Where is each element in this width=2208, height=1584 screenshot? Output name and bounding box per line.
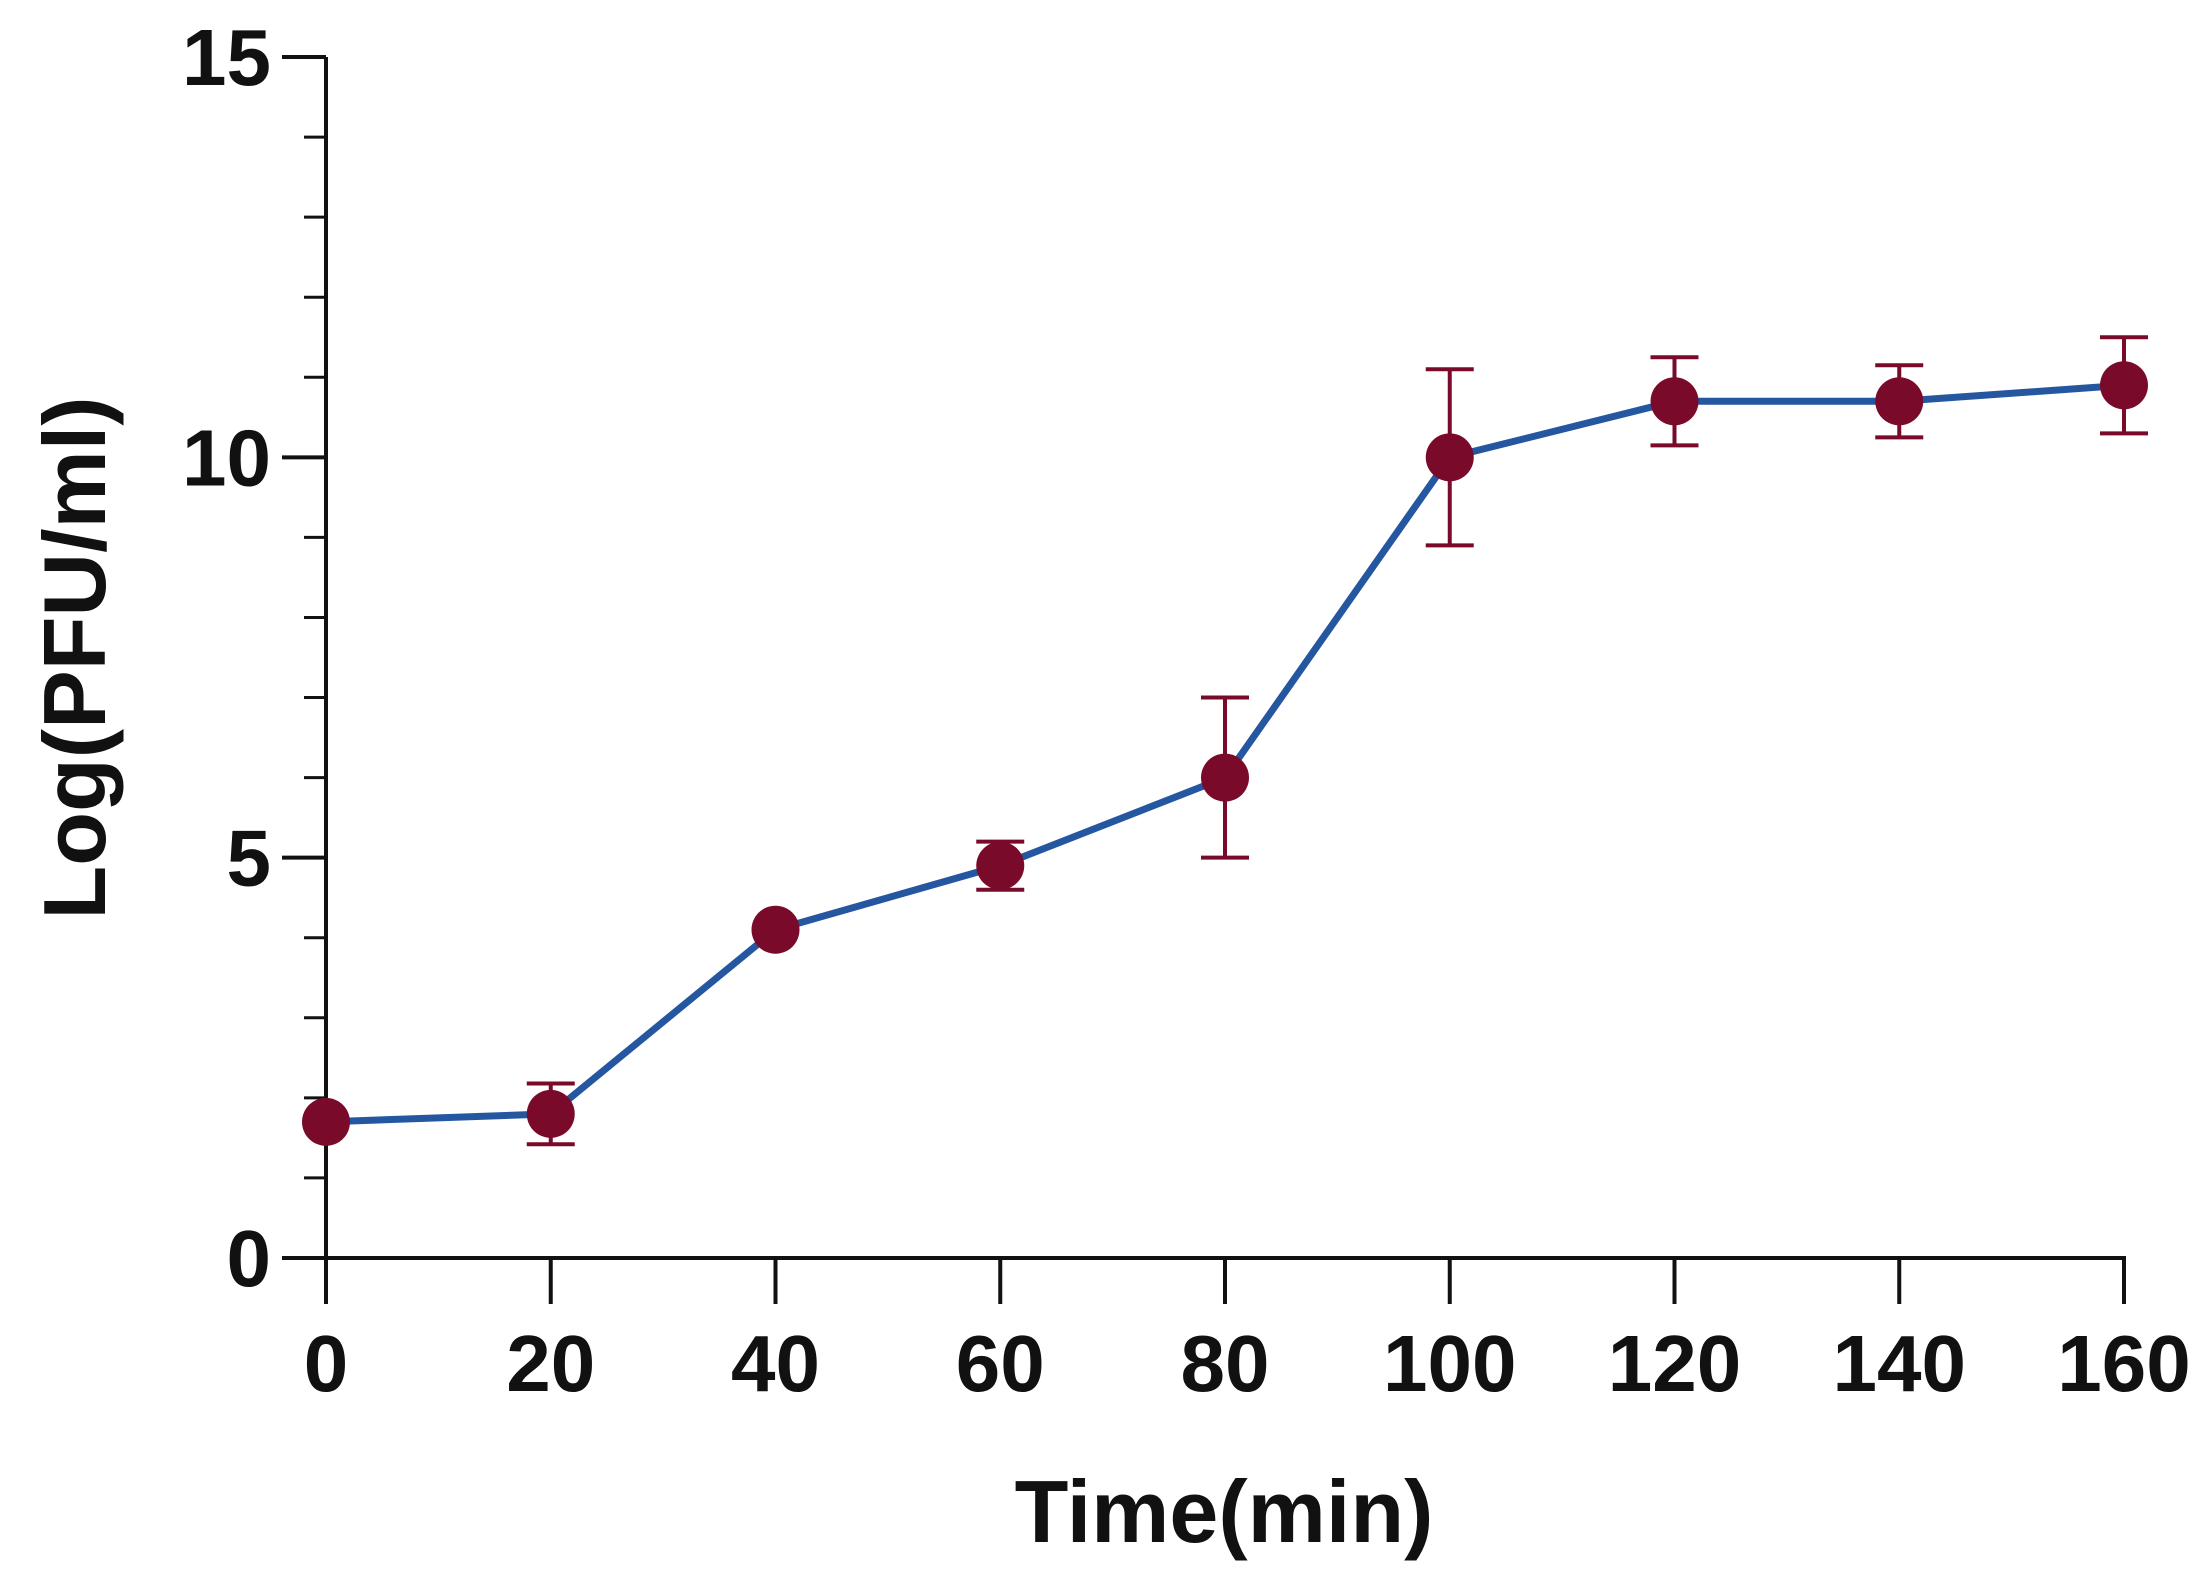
x-tick-label: 40 (731, 1319, 820, 1408)
y-tick-label: 10 (182, 413, 271, 502)
x-tick-label: 120 (1608, 1319, 1741, 1408)
x-ticks (324, 1258, 2126, 1304)
data-point (302, 1097, 350, 1146)
y-tick-label: 0 (227, 1214, 272, 1303)
data-point (526, 1089, 575, 1138)
data-point (1650, 377, 1699, 426)
x-tick-label: 0 (304, 1319, 349, 1408)
data-point (1425, 433, 1474, 482)
y-tick-label: 15 (182, 13, 271, 102)
x-tick-label: 60 (956, 1319, 1045, 1408)
x-axis-title: Time(min) (1015, 1462, 1434, 1561)
data-point (976, 841, 1025, 890)
x-tick-label: 20 (506, 1319, 595, 1408)
y-minor-ticks (304, 135, 326, 1180)
y-major-ticks (282, 55, 326, 1260)
data-points (302, 361, 2148, 1146)
x-tick-label: 160 (2057, 1319, 2190, 1408)
y-tick-label: 5 (227, 814, 272, 903)
data-point (751, 905, 800, 954)
x-tick-label: 100 (1383, 1319, 1516, 1408)
data-point (2100, 361, 2148, 410)
x-tick-label: 140 (1833, 1319, 1966, 1408)
x-tick-labels: 0 20 40 60 80 100 120 140 160 (304, 1319, 2191, 1408)
data-point (1875, 377, 1924, 426)
error-bars (526, 335, 2148, 1147)
y-axis-title: Log(PFU/ml) (25, 396, 124, 919)
y-tick-labels: 0 5 10 15 (182, 13, 271, 1303)
data-point (1201, 753, 1249, 802)
x-tick-label: 80 (1181, 1319, 1270, 1408)
